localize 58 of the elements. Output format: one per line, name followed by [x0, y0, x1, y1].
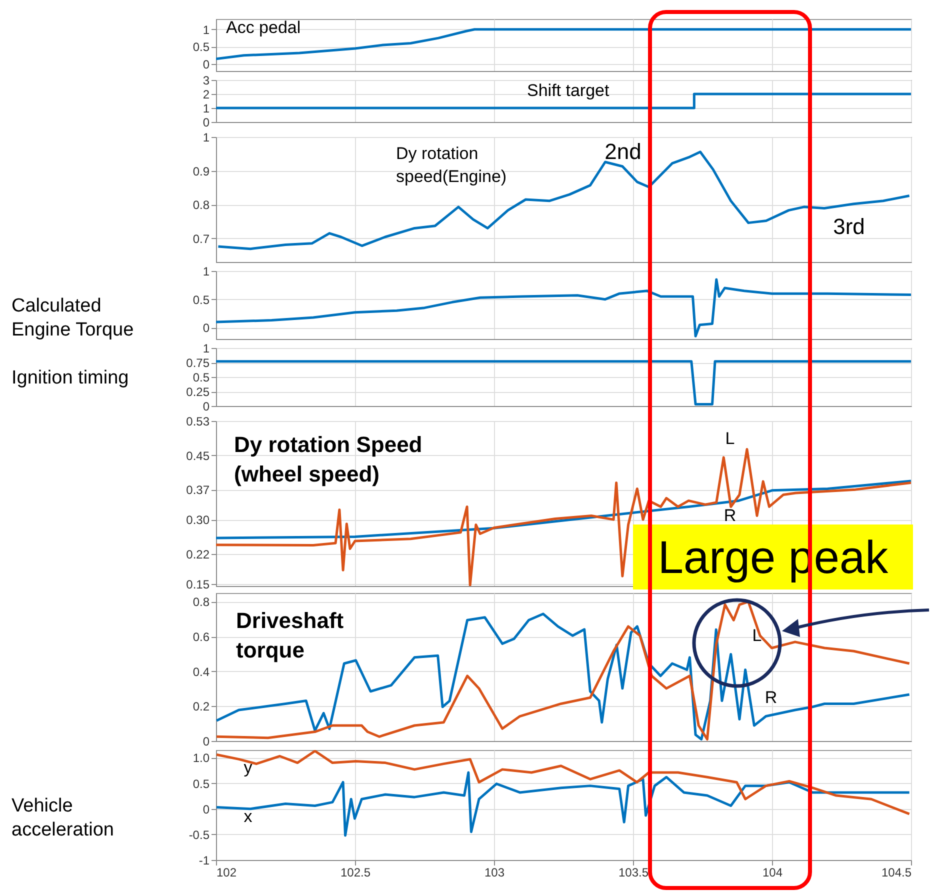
y-axis-title: Calculated Engine Torque — [12, 296, 134, 340]
y-tick-label: 0.8 — [192, 595, 210, 610]
y-tick-label: 0 — [202, 400, 210, 414]
text: Driveshaft torque — [236, 608, 344, 663]
y-tick-label: 0.15 — [186, 577, 210, 592]
series-label: L — [725, 429, 735, 448]
series-label: y — [244, 758, 253, 777]
text: Dy rotation Speed (wheel speed) — [234, 432, 422, 487]
y-tick-label: 0.9 — [192, 164, 210, 178]
y-tick-label: 1 — [202, 264, 210, 278]
y-tick-label: -0.5 — [188, 828, 210, 842]
y-tick-label: 2 — [202, 88, 210, 102]
y-tick-label: 3 — [202, 74, 210, 88]
y-tick-label: 0.53 — [186, 414, 210, 428]
y-tick-label: 0 — [202, 58, 210, 72]
y-tick-label: 1 — [202, 22, 210, 37]
x-tick-label: 104 — [762, 866, 783, 880]
y-tick-label: 0 — [202, 802, 210, 816]
y-tick-label: 0.5 — [192, 370, 210, 384]
y-tick-label: 0.75 — [186, 356, 210, 370]
series-label: x — [244, 807, 253, 826]
annotation: 2nd — [604, 139, 642, 164]
y-tick-label: -1 — [198, 854, 210, 868]
series-label: R — [724, 506, 736, 525]
y-tick-label: 0.30 — [186, 513, 210, 528]
y-tick-label: 0.7 — [192, 232, 210, 246]
series-label: R — [764, 688, 778, 707]
line-series — [216, 278, 911, 338]
y-axis-title: Vehicle acceleration — [12, 796, 114, 840]
chart-title: Acc pedal — [226, 18, 301, 37]
y-tick-label: 0 — [202, 734, 210, 748]
y-tick-label: 0.37 — [186, 483, 210, 498]
y-tick-label: 1 — [202, 342, 210, 356]
y-tick-label: 0 — [202, 321, 210, 336]
annotation: 3rd — [833, 214, 865, 239]
y-tick-label: 0.5 — [192, 40, 210, 54]
y-tick-label: 1 — [202, 130, 210, 144]
y-tick-label: 1 — [202, 102, 210, 116]
y-tick-label: 0.6 — [192, 630, 210, 644]
y-tick-label: 0.25 — [186, 385, 210, 399]
x-tick-label: 103 — [484, 866, 505, 880]
y-tick-label: 1.0 — [192, 751, 210, 766]
series-label: L — [752, 626, 762, 645]
y-axis-title: Ignition timing — [12, 368, 129, 388]
x-tick-label: 102 — [216, 866, 237, 880]
y-tick-label: 0.2 — [192, 700, 210, 714]
y-tick-label: 0 — [202, 116, 210, 130]
y-tick-label: 0.45 — [186, 448, 210, 463]
text: Dy rotation speed(Engine) — [396, 144, 507, 186]
y-tick-label: 0.5 — [192, 776, 210, 791]
y-tick-label: 0.22 — [186, 547, 210, 562]
y-tick-label: 0.4 — [192, 664, 210, 679]
x-tick-label: 102.5 — [340, 866, 371, 880]
x-tick-label: 103.5 — [618, 866, 649, 880]
y-tick-label: 0.8 — [192, 198, 210, 212]
y-tick-label: 0.5 — [192, 292, 210, 307]
x-tick-label: 104.5 — [881, 866, 912, 880]
chart-title: Shift target — [527, 81, 610, 100]
